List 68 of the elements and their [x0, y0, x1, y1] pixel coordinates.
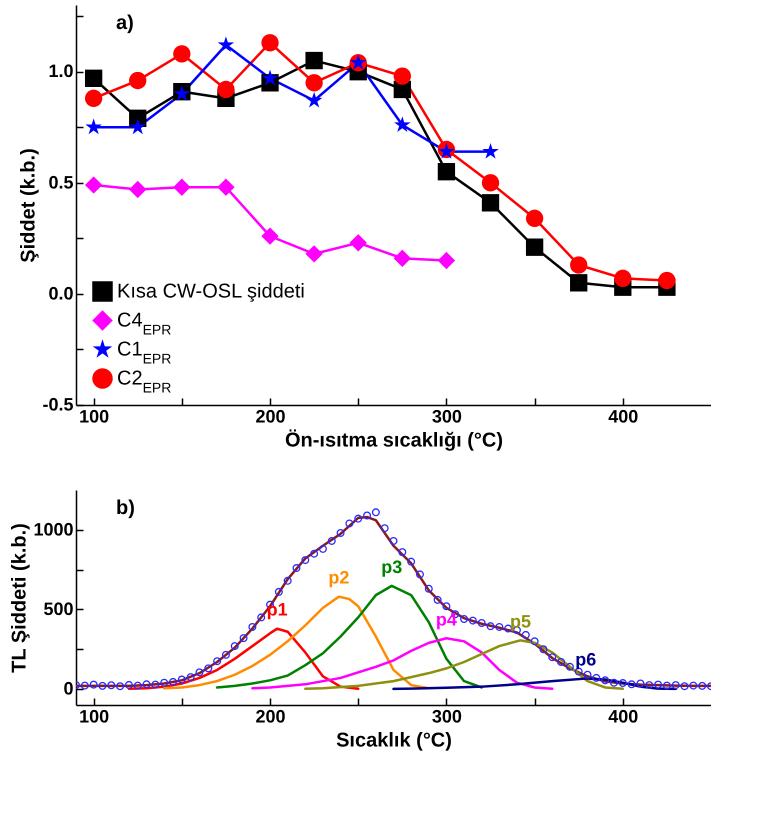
y-tick-label: 1000 [33, 519, 74, 540]
line-series [304, 639, 624, 690]
y-tick-label: 500 [43, 598, 74, 619]
legend-label: Kısa CW-OSL şiddeti [117, 280, 305, 302]
point [394, 116, 411, 132]
y-axis-title: TL Şiddeti (k.b.) [8, 523, 30, 673]
series-label: p2 [328, 568, 350, 588]
y-tick-label: 0.0 [48, 283, 74, 304]
point [614, 270, 632, 287]
point [261, 227, 279, 245]
series-label: p1 [266, 600, 288, 620]
x-tick-label: 200 [256, 406, 286, 426]
point [526, 238, 544, 256]
point [84, 90, 102, 107]
series-label: p6 [575, 650, 596, 670]
annotation: a) [116, 12, 134, 34]
x-axis-title: Sıcaklık (°C) [336, 730, 452, 752]
x-tick-label: 300 [432, 406, 462, 426]
legend-label: C2$_{EPR}$ [117, 368, 172, 396]
point [438, 163, 456, 180]
point [262, 70, 278, 86]
y-axis-title: Şiddet (k.b.) [17, 148, 40, 263]
series-label: p3 [381, 556, 402, 577]
point [217, 80, 235, 98]
point [217, 178, 235, 196]
y-tick-label: 0 [63, 678, 74, 699]
line-series [162, 595, 430, 690]
legend-label: C1$_{EPR}$ [117, 338, 172, 366]
point [438, 252, 456, 270]
point [350, 234, 367, 252]
series-label: p5 [510, 611, 532, 632]
point [130, 118, 146, 134]
point [394, 250, 411, 267]
point [570, 256, 588, 274]
x-tick-label: 200 [256, 706, 286, 726]
point [394, 67, 411, 85]
x-axis-title: Ön-ısıtma sıcaklığı (°C) [284, 428, 504, 452]
point [482, 174, 500, 192]
x-tick-label: 100 [79, 706, 110, 726]
point [482, 194, 500, 212]
annotation: b) [116, 497, 135, 519]
point [173, 45, 190, 63]
x-tick-label: 100 [79, 406, 110, 426]
point [218, 36, 234, 52]
point [84, 176, 102, 194]
point [482, 143, 499, 159]
point [129, 72, 146, 90]
y-tick-label: -0.5 [42, 394, 74, 414]
y-tick-label: 0.5 [48, 172, 74, 192]
point [261, 34, 279, 52]
point [306, 92, 322, 108]
line-series [251, 637, 554, 690]
point [305, 52, 323, 70]
point [305, 74, 323, 92]
series-label: p4 [436, 609, 457, 630]
point [129, 180, 146, 198]
x-tick-label: 400 [608, 706, 638, 726]
point [526, 210, 544, 227]
point [84, 70, 102, 87]
point [570, 274, 588, 292]
point [658, 272, 676, 290]
point [85, 118, 102, 134]
point [305, 245, 323, 263]
legend-label: C4$_{EPR}$ [117, 310, 172, 338]
x-tick-label: 400 [608, 406, 638, 426]
x-tick-label: 300 [432, 706, 462, 726]
y-tick-label: 1.0 [48, 61, 74, 82]
point [173, 178, 190, 196]
